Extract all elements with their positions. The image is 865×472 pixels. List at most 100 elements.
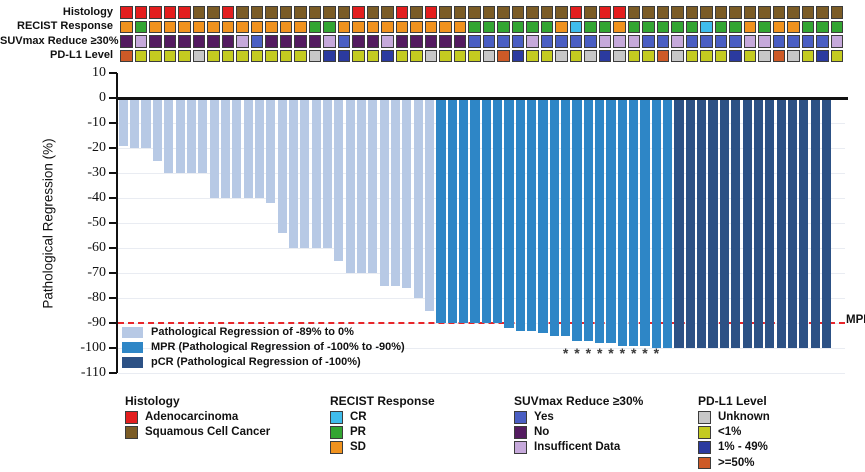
bar-legend-label: Pathological Regression of -89% to 0% <box>151 326 354 338</box>
annotation-cell <box>134 35 147 48</box>
regression-bar <box>447 98 457 323</box>
bar-legend-swatch <box>122 327 143 338</box>
annotation-cell <box>729 6 742 19</box>
axis-tick-label: -50 <box>87 215 106 230</box>
annotation-cell <box>758 35 771 48</box>
regression-bar <box>663 98 673 348</box>
annotation-cell <box>700 20 713 33</box>
annotation-cell <box>178 35 191 48</box>
annotation-cell <box>526 35 539 48</box>
annotation-cell <box>236 35 249 48</box>
annotation-cell <box>642 20 655 33</box>
annotation-cell <box>192 20 205 33</box>
annotation-cell <box>250 20 263 33</box>
regression-bar <box>470 98 480 323</box>
annotation-cell <box>671 49 684 62</box>
annotation-cell <box>540 20 553 33</box>
annotation-cell <box>700 6 713 19</box>
annotation-cell <box>178 49 191 62</box>
regression-bar <box>776 98 786 348</box>
annotation-cell <box>279 49 292 62</box>
annotation-cell <box>830 35 843 48</box>
annotation-cell <box>410 49 423 62</box>
annotation-cell <box>598 6 611 19</box>
annotation-cell <box>743 35 756 48</box>
regression-bar <box>549 98 559 336</box>
annotation-cell <box>323 35 336 48</box>
annotation-cell <box>149 20 162 33</box>
legend-swatch <box>698 426 711 439</box>
annotation-cell <box>308 20 321 33</box>
annotation-cell <box>468 20 481 33</box>
annotation-cell <box>511 35 524 48</box>
asterisk-marker: * <box>642 345 648 361</box>
annotation-cell <box>337 35 350 48</box>
gridline <box>118 148 845 149</box>
annotation-cell <box>830 49 843 62</box>
annotation-cell <box>656 49 669 62</box>
legend-item-label: <1% <box>718 426 742 439</box>
annotation-cell <box>294 20 307 33</box>
gridline <box>118 273 845 274</box>
annotation-cell <box>410 6 423 19</box>
regression-bar <box>436 98 446 323</box>
legend-swatch <box>514 441 527 454</box>
annotation-cell <box>685 35 698 48</box>
legend-item-label: Adenocarcinoma <box>145 411 239 423</box>
annotation-cell <box>134 20 147 33</box>
annotation-cell <box>279 35 292 48</box>
annotation-cell <box>656 20 669 33</box>
annotation-cell <box>729 20 742 33</box>
annotation-cell <box>294 35 307 48</box>
annotation-cell <box>613 49 626 62</box>
regression-bar <box>719 98 729 348</box>
annotation-cell <box>120 6 133 19</box>
annotation-cell <box>120 35 133 48</box>
annotation-cell <box>163 6 176 19</box>
annotation-cell <box>439 35 452 48</box>
regression-bar <box>209 98 219 198</box>
annotation-cell <box>700 35 713 48</box>
legend-swatch <box>125 426 138 439</box>
axis-tick-label: -110 <box>80 365 106 380</box>
regression-bar <box>481 98 491 323</box>
gridline <box>118 373 845 374</box>
annotation-cell <box>439 49 452 62</box>
annotation-cell <box>772 49 785 62</box>
annotation-cell <box>569 49 582 62</box>
regression-bar <box>300 98 310 248</box>
annotation-cell <box>366 6 379 19</box>
regression-bar <box>130 98 140 148</box>
annotation-cell <box>395 20 408 33</box>
regression-bar <box>266 98 276 203</box>
annotation-cell <box>787 20 800 33</box>
axis-tick-label: -70 <box>87 265 106 280</box>
asterisk-marker: * <box>585 345 592 361</box>
annotation-cell <box>816 35 829 48</box>
annotation-cell <box>598 20 611 33</box>
annotation-cell <box>410 20 423 33</box>
regression-bar <box>220 98 231 198</box>
mpr-reference-label: MPR <box>846 314 865 326</box>
annotation-cell <box>627 20 640 33</box>
annotation-cell <box>265 49 278 62</box>
annotation-cell <box>743 6 756 19</box>
annotation-cell <box>598 35 611 48</box>
regression-bar <box>334 98 344 261</box>
regression-bar <box>493 98 503 323</box>
annotation-cell <box>250 6 263 19</box>
regression-bar <box>640 98 650 346</box>
legend-swatch <box>330 441 343 454</box>
annotation-cell <box>424 49 437 62</box>
annotation-cell <box>526 20 539 33</box>
legend-swatch <box>698 411 711 424</box>
annotation-cell <box>439 6 452 19</box>
legend-swatch <box>698 456 711 470</box>
asterisk-marker: * <box>653 345 660 361</box>
legend-swatch <box>330 426 343 439</box>
annotation-cell <box>323 49 336 62</box>
annotation-cell <box>758 20 771 33</box>
annotation-cell <box>410 35 423 48</box>
annotation-cell <box>801 49 814 62</box>
